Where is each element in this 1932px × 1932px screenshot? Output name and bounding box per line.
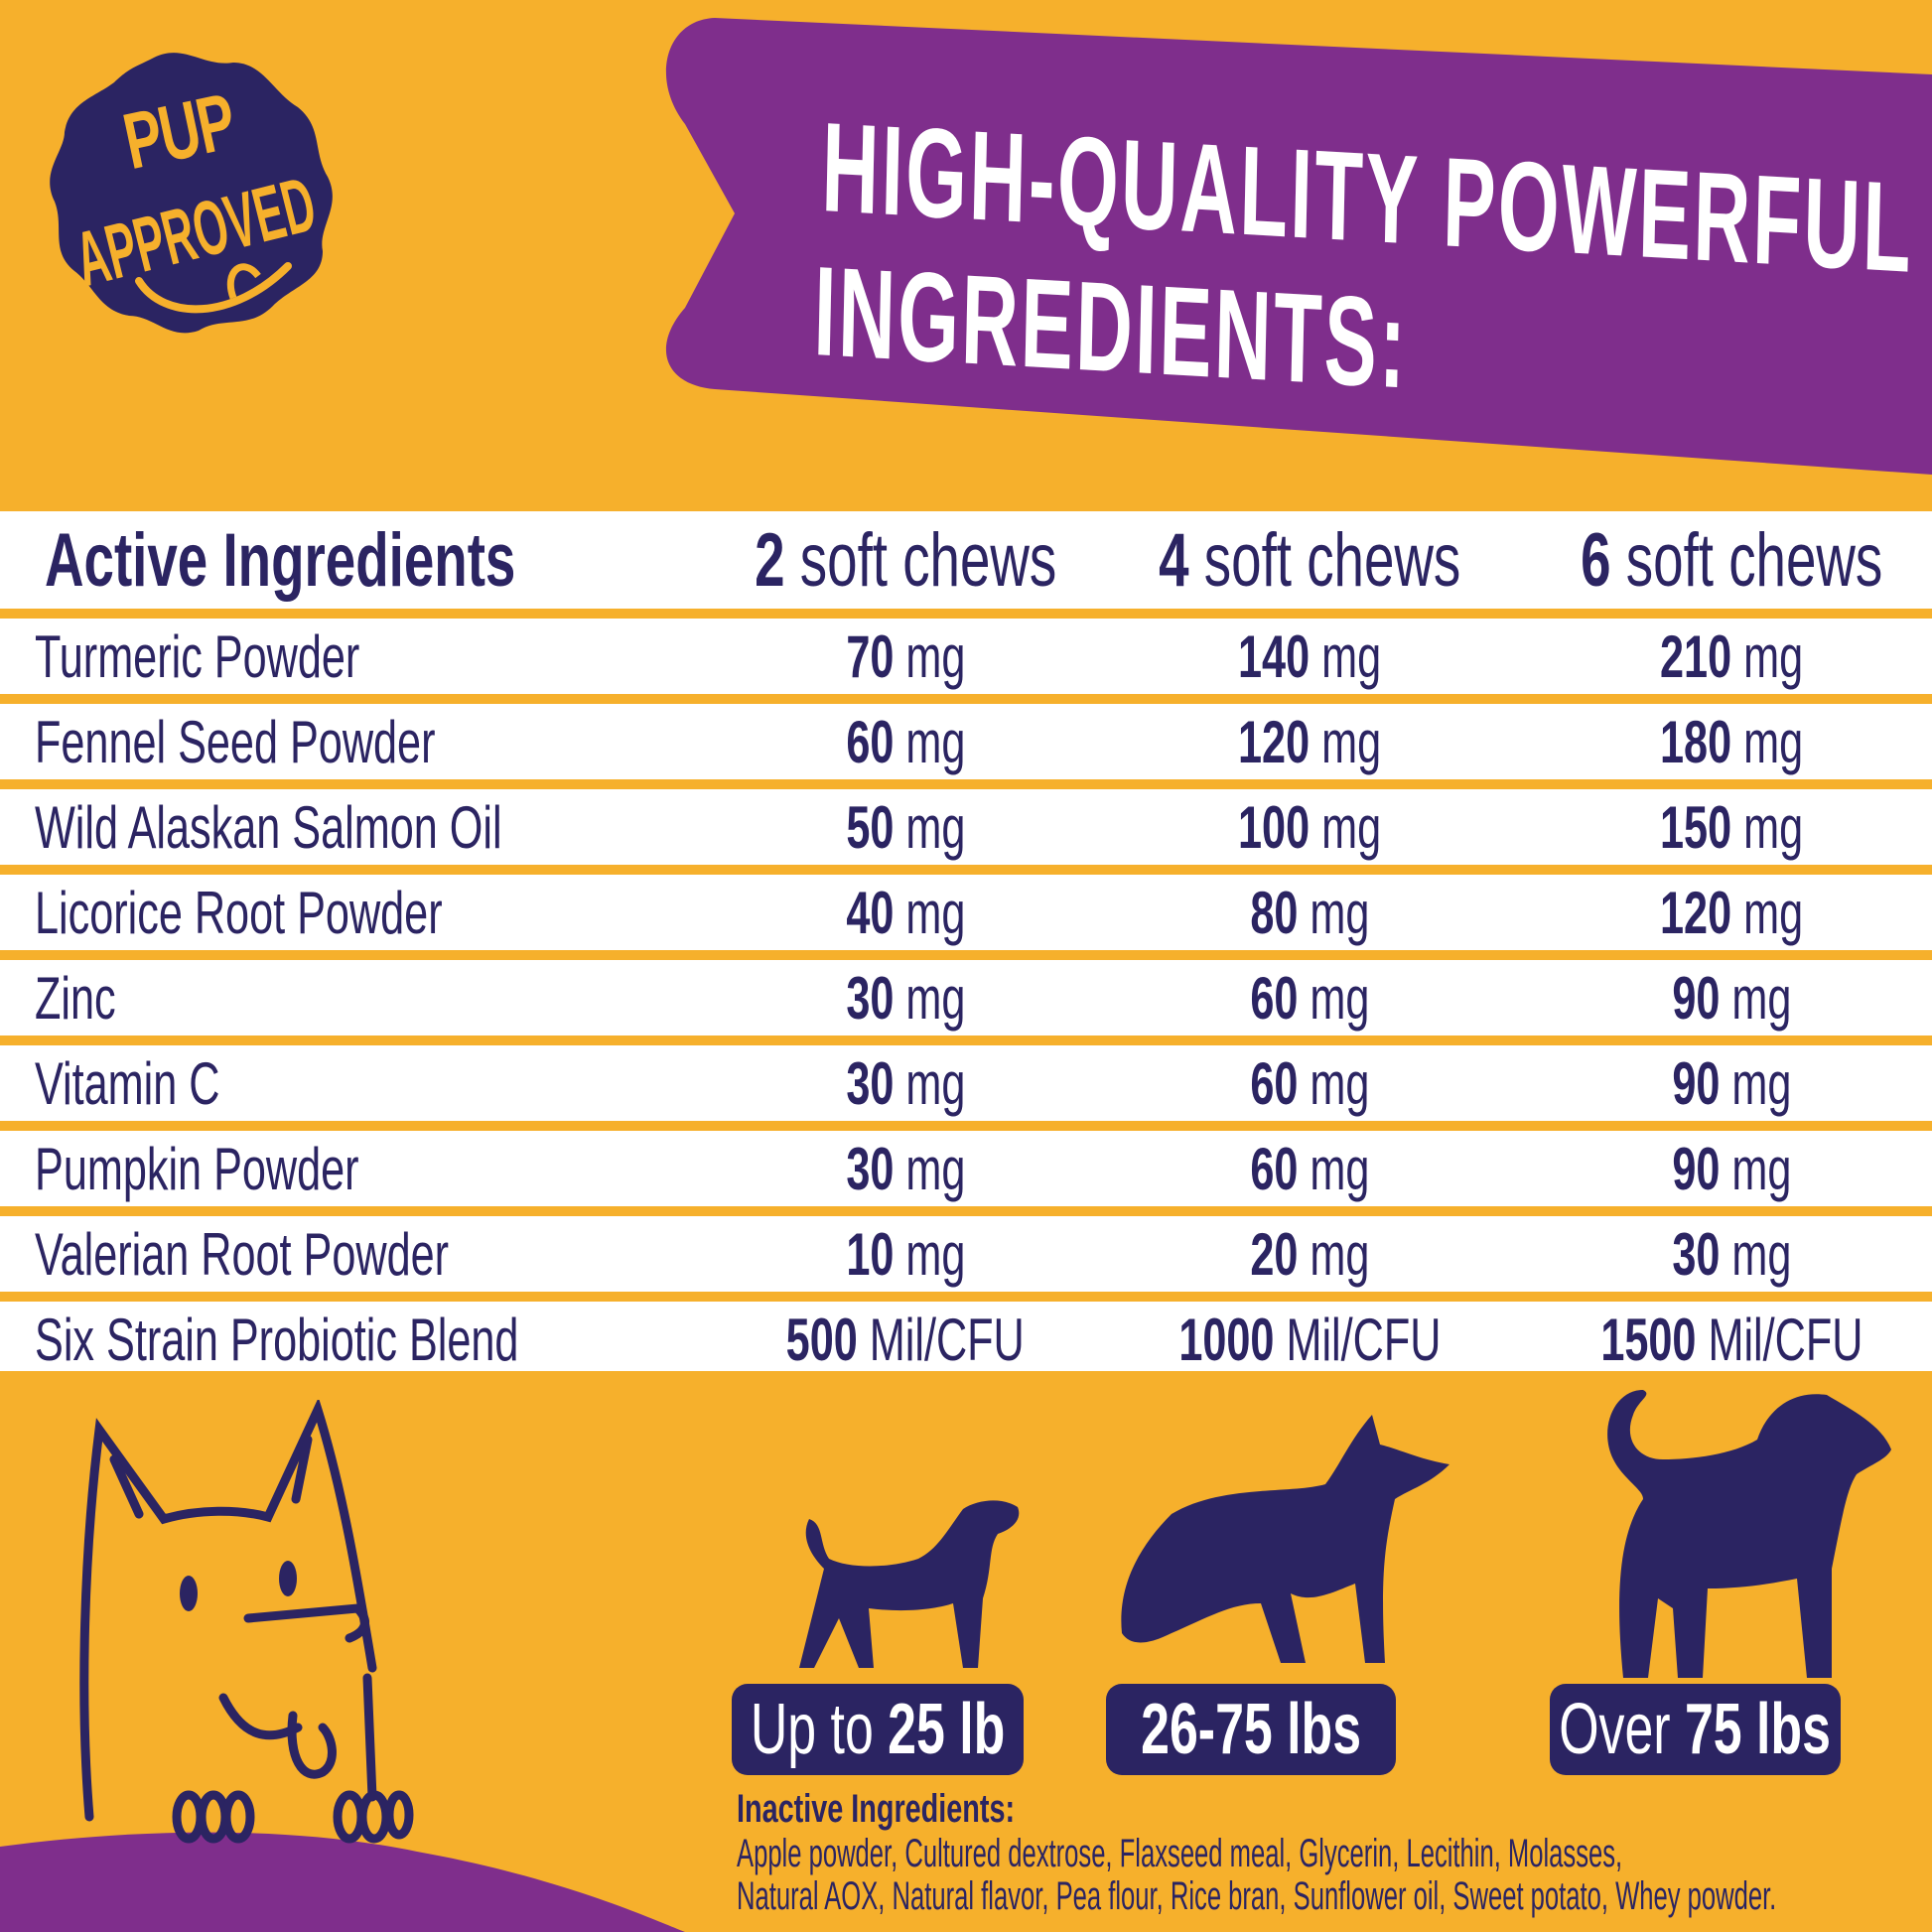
large-dog-icon <box>1607 1390 1891 1678</box>
dose-value: 210 mg <box>1659 622 1804 690</box>
ingredient-name: Pumpkin Powder <box>35 1135 359 1202</box>
ingredient-name: Wild Alaskan Salmon Oil <box>35 793 502 861</box>
dose-value: 1000 Mil/CFU <box>1177 1306 1442 1373</box>
ingredient-name: Zinc <box>35 964 116 1032</box>
dose-value: 30 mg <box>1671 1220 1792 1288</box>
dose-value: 100 mg <box>1237 793 1382 861</box>
table-row: Zinc 30 mg 60 mg 90 mg <box>0 950 1932 1035</box>
table-row: Pumpkin Powder 30 mg 60 mg 90 mg <box>0 1121 1932 1206</box>
dose-value: 60 mg <box>1249 964 1370 1032</box>
dose-value: 40 mg <box>845 879 966 946</box>
table-row: Licorice Root Powder 40 mg 80 mg 120 mg <box>0 865 1932 950</box>
table-row: Turmeric Powder 70 mg 140 mg 210 mg <box>0 609 1932 694</box>
table-row: Valerian Root Powder 10 mg 20 mg 30 mg <box>0 1206 1932 1292</box>
medium-dog-icon <box>1121 1415 1449 1663</box>
ingredients-table: Active Ingredients 2 soft chews 4 soft c… <box>0 511 1932 1373</box>
ingredient-name: Fennel Seed Powder <box>35 708 436 775</box>
pup-approved-logo: PUP APPROVED <box>50 53 333 334</box>
header-active-ingredients: Active Ingredients <box>45 517 516 603</box>
dose-value: 140 mg <box>1237 622 1382 690</box>
dose-value: 60 mg <box>1249 1049 1370 1117</box>
inactive-heading: Inactive Ingredients: <box>737 1787 1016 1831</box>
dose-value: 90 mg <box>1671 1135 1792 1202</box>
dose-value: 90 mg <box>1671 1049 1792 1117</box>
ingredient-name: Six Strain Probiotic Blend <box>35 1306 519 1373</box>
dose-value: 1500 Mil/CFU <box>1599 1306 1863 1373</box>
title-banner <box>665 18 1932 475</box>
small-dog-icon <box>799 1500 1020 1668</box>
dose-value: 30 mg <box>845 1135 966 1202</box>
table-row: Wild Alaskan Salmon Oil 50 mg 100 mg 150 mg <box>0 779 1932 865</box>
header-2-chews: 2 soft chews <box>754 517 1057 603</box>
header-6-chews: 6 soft chews <box>1580 517 1883 603</box>
dose-value: 120 mg <box>1659 879 1804 946</box>
purple-hill <box>0 1832 685 1932</box>
dose-value: 50 mg <box>845 793 966 861</box>
table-row: Vitamin C 30 mg 60 mg 90 mg <box>0 1035 1932 1121</box>
dose-value: 90 mg <box>1671 964 1792 1032</box>
dose-value: 180 mg <box>1659 708 1804 775</box>
dose-value: 120 mg <box>1237 708 1382 775</box>
dose-value: 30 mg <box>845 964 966 1032</box>
dose-value: 500 Mil/CFU <box>785 1306 1026 1373</box>
dose-value: 10 mg <box>845 1220 966 1288</box>
header-4-chews: 4 soft chews <box>1158 517 1461 603</box>
cartoon-dog-icon <box>79 1400 414 1844</box>
dose-value: 150 mg <box>1659 793 1804 861</box>
dose-value: 80 mg <box>1249 879 1370 946</box>
inactive-line-2: Natural AOX, Natural flavor, Pea flour, … <box>737 1874 1777 1918</box>
size-badge-large: Over 75 lbs <box>1550 1684 1841 1775</box>
dose-value: 60 mg <box>845 708 966 775</box>
table-row: Six Strain Probiotic Blend 500 Mil/CFU 100… <box>0 1292 1932 1377</box>
dose-value: 70 mg <box>845 622 966 690</box>
size-badge-small: Up to 25 lb <box>732 1684 1024 1775</box>
size-badge-medium: 26-75 lbs <box>1106 1684 1396 1775</box>
ingredient-name: Turmeric Powder <box>35 622 360 690</box>
dose-value: 60 mg <box>1249 1135 1370 1202</box>
ingredient-name: Valerian Root Powder <box>35 1220 450 1288</box>
ingredient-name: Vitamin C <box>35 1049 220 1117</box>
inactive-line-1: Apple powder, Cultured dextrose, Flaxsee… <box>737 1832 1623 1875</box>
dose-value: 30 mg <box>845 1049 966 1117</box>
table-row: Fennel Seed Powder 60 mg 120 mg 180 mg <box>0 694 1932 779</box>
dose-value: 20 mg <box>1249 1220 1370 1288</box>
ingredient-name: Licorice Root Powder <box>35 879 443 946</box>
